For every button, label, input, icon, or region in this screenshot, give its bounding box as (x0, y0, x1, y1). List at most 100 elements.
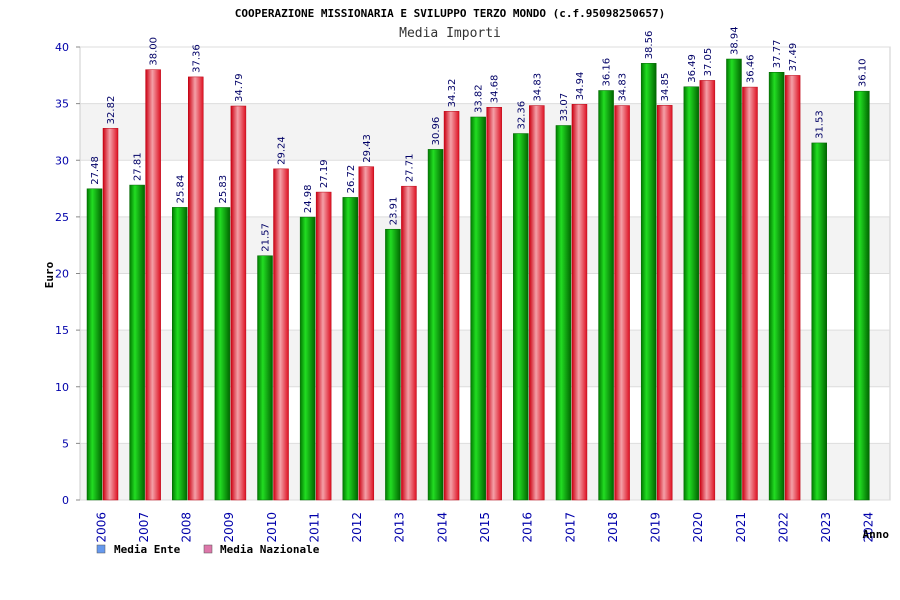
value-label: 25.84 (175, 175, 186, 204)
value-label: 24.98 (303, 184, 314, 213)
bar-media-nazionale-2009 (230, 105, 247, 501)
bar-media-ente-2007 (129, 184, 145, 501)
value-label: 38.00 (149, 37, 160, 66)
value-label: 38.94 (729, 26, 740, 55)
value-label: 33.07 (559, 93, 570, 122)
x-tick-label: 2017 (563, 512, 577, 543)
value-label: 27.48 (90, 156, 101, 185)
x-tick-label: 2021 (734, 512, 748, 543)
value-label: 30.96 (431, 117, 442, 146)
y-axis-ticks: 0 5 10 15 20 25 30 35 40 (55, 41, 69, 507)
bar-media-nazionale-2008 (188, 76, 204, 501)
x-axis-ticks: 2006 2007 2008 2009 2010 2011 2012 2013 2014 2015… (94, 512, 875, 543)
bar-media-ente-2017 (555, 125, 572, 501)
y-tick-label: 30 (55, 154, 69, 167)
y-tick-label: 10 (55, 381, 69, 394)
value-label: 23.91 (388, 197, 399, 226)
value-label: 36.16 (602, 58, 613, 87)
value-label: 36.10 (857, 59, 868, 88)
bar-media-nazionale-2006 (102, 128, 119, 501)
value-label: 37.36 (191, 44, 202, 73)
x-tick-label: 2013 (393, 512, 407, 543)
x-tick-label: 2014 (435, 512, 449, 543)
bar-media-ente-2012 (342, 197, 359, 501)
bar-media-ente-2008 (172, 207, 188, 501)
bar-media-nazionale-2022 (784, 75, 801, 501)
bar-media-nazionale-2010 (273, 168, 289, 501)
value-label: 26.72 (346, 165, 357, 194)
value-label: 31.53 (815, 110, 826, 139)
value-label: 33.82 (474, 84, 485, 113)
legend-swatch-media-ente (96, 544, 106, 554)
y-tick-label: 20 (55, 268, 69, 281)
x-axis-label: Anno (863, 528, 890, 541)
y-tick-label: 5 (62, 437, 69, 450)
y-tick-label: 35 (55, 98, 69, 111)
x-tick-label: 2010 (265, 512, 279, 543)
bar-media-nazionale-2019 (656, 105, 673, 501)
x-tick-label: 2015 (478, 512, 492, 543)
value-label: 32.36 (516, 101, 527, 130)
x-tick-label: 2019 (649, 512, 663, 543)
legend: Media Ente Media Nazionale (96, 543, 320, 556)
value-label: 34.32 (447, 79, 458, 108)
y-tick-label: 15 (55, 324, 69, 337)
chart-subtitle: Media Importi (399, 26, 501, 41)
x-tick-label: 2012 (350, 512, 364, 543)
x-tick-label: 2018 (606, 512, 620, 543)
legend-label-media-nazionale: Media Nazionale (220, 543, 320, 556)
value-label: 34.79 (234, 73, 245, 102)
bar-media-nazionale-2007 (145, 69, 161, 501)
x-tick-label: 2006 (94, 512, 108, 543)
bar-media-nazionale-2018 (614, 105, 630, 501)
bar-media-ente-2020 (683, 86, 700, 501)
bar-media-ente-2022 (768, 72, 785, 501)
bar-media-nazionale-2017 (571, 104, 588, 501)
value-labels-group: 27.48 32.82 27.81 38.00 25.84 37.36 25.83 34.79… (90, 26, 868, 251)
value-label: 34.85 (660, 73, 671, 102)
x-tick-label: 2024 (862, 512, 876, 543)
value-label: 32.82 (106, 96, 117, 125)
bar-media-ente-2024 (854, 90, 870, 501)
value-label: 37.77 (772, 40, 783, 69)
x-tick-label: 2008 (180, 512, 194, 543)
value-label: 36.46 (745, 54, 756, 83)
value-label: 27.19 (319, 159, 330, 188)
bar-media-nazionale-2011 (315, 191, 332, 501)
value-label: 29.43 (362, 134, 373, 163)
value-label: 34.83 (532, 73, 543, 102)
y-tick-label: 40 (55, 41, 69, 54)
value-label: 27.71 (404, 154, 415, 183)
value-label: 21.57 (261, 223, 272, 252)
bars-group (86, 58, 870, 501)
y-tick-label: 25 (55, 211, 69, 224)
x-tick-label: 2009 (222, 512, 236, 543)
bar-media-ente-2010 (257, 255, 273, 501)
x-tick-label: 2022 (776, 512, 790, 543)
bar-media-nazionale-2012 (358, 166, 375, 501)
bar-media-ente-2006 (86, 188, 103, 501)
legend-swatch-media-nazionale (203, 544, 213, 554)
legend-label-media-ente: Media Ente (114, 543, 181, 556)
x-tick-label: 2011 (307, 512, 321, 543)
bar-media-nazionale-2013 (401, 185, 417, 501)
value-label: 37.05 (703, 48, 714, 77)
value-label: 25.83 (218, 175, 229, 204)
bar-media-ente-2011 (299, 216, 316, 501)
bar-media-ente-2013 (385, 228, 401, 501)
bar-media-ente-2018 (598, 90, 614, 501)
bar-media-ente-2014 (427, 149, 444, 501)
y-axis-label: Euro (43, 261, 56, 288)
value-label: 37.49 (788, 43, 799, 72)
value-label: 27.81 (133, 152, 144, 181)
bar-media-ente-2015 (470, 116, 486, 501)
bar-media-ente-2016 (513, 133, 529, 501)
x-tick-label: 2020 (691, 512, 705, 543)
bar-media-nazionale-2016 (529, 105, 545, 501)
value-label: 34.83 (618, 73, 629, 102)
chart-title: COOPERAZIONE MISSIONARIA E SVILUPPO TERZ… (235, 7, 665, 20)
bar-media-ente-2009 (214, 207, 231, 501)
x-tick-label: 2007 (137, 512, 151, 543)
value-label: 34.68 (490, 75, 501, 104)
